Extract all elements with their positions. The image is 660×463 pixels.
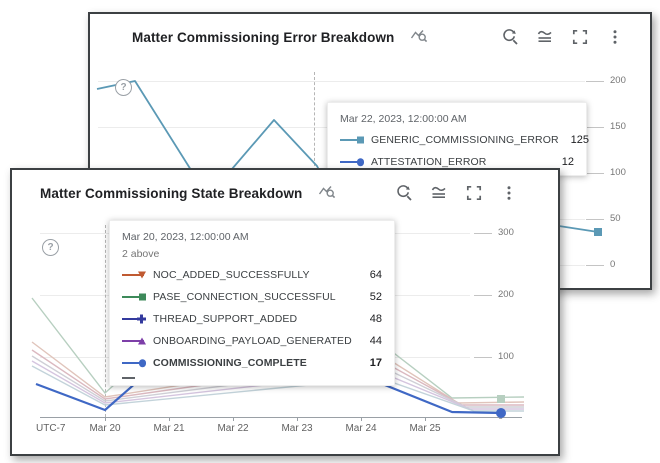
x-axis-tick	[105, 417, 106, 421]
hover-crosshair	[105, 225, 106, 417]
tooltip-series-row: THREAD_SUPPORT_ADDED 48	[122, 308, 382, 330]
x-axis-label: Mar 21	[153, 423, 185, 434]
gridline-200	[98, 81, 585, 82]
tooltip-timestamp: Mar 22, 2023, 12:00:00 AM	[340, 113, 467, 125]
y-axis-label: 100	[498, 351, 514, 362]
fullscreen-icon[interactable]	[571, 28, 589, 46]
y-axis-label: 300	[498, 227, 514, 238]
zoom-reset-icon[interactable]	[395, 184, 413, 202]
tooltip-series-row: ONBOARDING_PAYLOAD_GENERATED 44	[122, 330, 382, 352]
series-marker	[122, 314, 146, 324]
more-options-icon[interactable]	[500, 184, 518, 202]
y-tickdash	[586, 81, 604, 82]
tooltip-series-row-clipped	[122, 374, 382, 383]
series-end-marker-circle	[496, 408, 506, 418]
x-axis-label: Mar 22	[217, 423, 249, 434]
explore-chart-icon[interactable]	[410, 27, 428, 48]
y-tickdash	[586, 265, 604, 266]
explore-chart-icon[interactable]	[318, 183, 336, 204]
series-marker	[122, 270, 146, 280]
series-label: NOC_ADDED_SUCCESSFULLY	[153, 269, 310, 281]
series-marker	[340, 135, 364, 145]
compare-waves-icon[interactable]	[536, 28, 554, 46]
y-tickdash	[586, 173, 604, 174]
y-axis-label: 200	[498, 289, 514, 300]
series-marker	[122, 336, 146, 346]
timezone-label: UTC-7	[36, 423, 66, 434]
chart-tooltip: Mar 20, 2023, 12:00:00 AM 2 above NOC_AD…	[109, 220, 395, 386]
chart-header: Matter Commissioning State Breakdown	[12, 170, 558, 216]
tooltip-series-row: GENERIC_COMMISSIONING_ERROR 125	[340, 129, 589, 151]
x-axis-label: Mar 24	[345, 423, 377, 434]
tooltip-series-row: ATTESTATION_ERROR 12	[340, 151, 574, 173]
tooltip-series-row: COMMISSIONING_COMPLETE 17	[122, 352, 382, 374]
series-label: GENERIC_COMMISSIONING_ERROR	[371, 134, 559, 146]
help-circle-icon[interactable]	[42, 239, 59, 256]
x-axis-label: Mar 23	[281, 423, 313, 434]
tooltip-overflow-note: 2 above	[122, 248, 160, 260]
help-circle-icon[interactable]	[115, 79, 132, 96]
series-marker	[122, 358, 146, 368]
compare-waves-icon[interactable]	[430, 184, 448, 202]
x-axis-tick	[361, 417, 362, 421]
series-value: 44	[369, 335, 382, 347]
y-tickdash	[586, 219, 604, 220]
series-label: COMMISSIONING_COMPLETE	[153, 357, 307, 369]
tooltip-series-row: NOC_ADDED_SUCCESSFULLY 64	[122, 264, 382, 286]
x-axis-tick	[425, 417, 426, 421]
fullscreen-icon[interactable]	[465, 184, 483, 202]
y-tickdash	[474, 357, 492, 358]
x-axis-label: Mar 25	[409, 423, 441, 434]
y-axis-label: 150	[610, 121, 626, 132]
chart-title: Matter Commissioning State Breakdown	[40, 185, 303, 201]
chart-header: Matter Commissioning Error Breakdown	[90, 14, 650, 60]
series-value: 17	[369, 357, 382, 369]
y-axis-label: 0	[610, 259, 616, 270]
series-end-marker-square	[594, 228, 602, 236]
x-axis-tick	[169, 417, 170, 421]
series-marker	[340, 157, 364, 167]
series-value: 12	[561, 156, 574, 168]
y-tickdash	[474, 295, 492, 296]
tooltip-timestamp: Mar 20, 2023, 12:00:00 AM	[122, 231, 249, 243]
dimmed-series-end-marker-square	[497, 395, 505, 403]
more-options-icon[interactable]	[606, 28, 624, 46]
chart-tooltip: Mar 22, 2023, 12:00:00 AM GENERIC_COMMIS…	[327, 102, 589, 176]
y-tickdash	[586, 127, 604, 128]
x-axis-label: Mar 20	[89, 423, 121, 434]
series-value: 48	[369, 313, 382, 325]
x-axis-tick	[233, 417, 234, 421]
series-label: ONBOARDING_PAYLOAD_GENERATED	[153, 335, 352, 347]
x-axis-tick	[297, 417, 298, 421]
zoom-reset-icon[interactable]	[501, 28, 519, 46]
series-marker	[122, 292, 146, 302]
series-value: 125	[570, 134, 589, 146]
chart-title: Matter Commissioning Error Breakdown	[132, 29, 395, 45]
series-value: 64	[369, 269, 382, 281]
tooltip-series-row: PASE_CONNECTION_SUCCESSFUL 52	[122, 286, 382, 308]
series-label: THREAD_SUPPORT_ADDED	[153, 313, 298, 325]
tooltip-rows: GENERIC_COMMISSIONING_ERROR 125 ATTESTAT…	[340, 129, 589, 173]
y-axis-label: 100	[610, 167, 626, 178]
series-label: ATTESTATION_ERROR	[371, 156, 487, 168]
y-tickdash	[474, 233, 492, 234]
y-axis-label: 50	[610, 213, 621, 224]
y-axis-label: 200	[610, 75, 626, 86]
series-value: 52	[369, 291, 382, 303]
tooltip-rows: NOC_ADDED_SUCCESSFULLY 64 PASE_CONNECTIO…	[122, 264, 382, 374]
series-label: PASE_CONNECTION_SUCCESSFUL	[153, 291, 336, 303]
x-axis-line	[40, 417, 522, 418]
chart-card-state-breakdown: Matter Commissioning State Breakdown	[10, 168, 560, 456]
